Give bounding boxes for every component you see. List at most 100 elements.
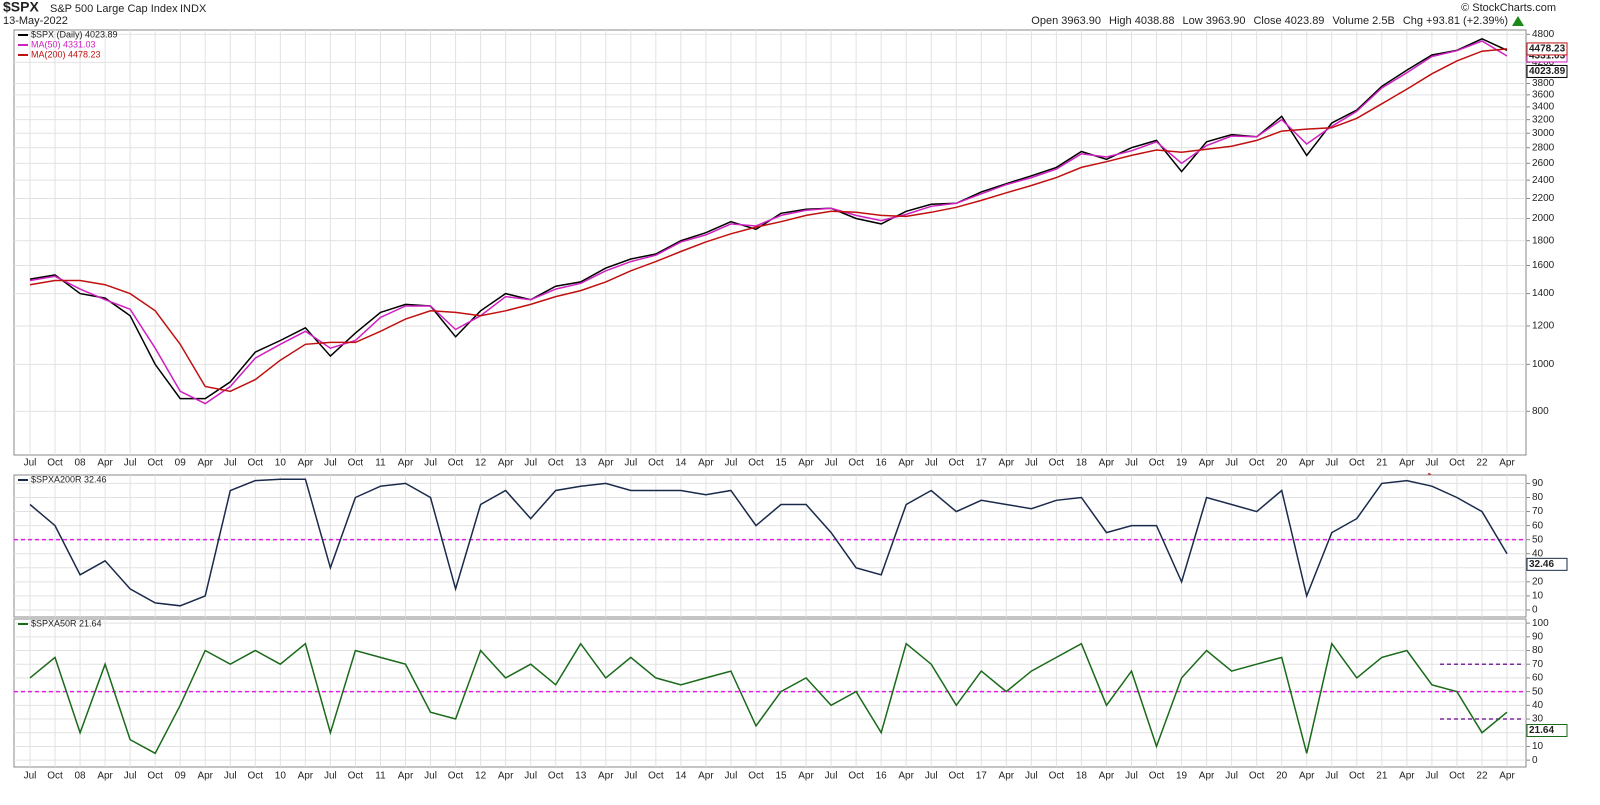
x-tick-label: Oct (348, 458, 364, 469)
x-tick-label: Jul (324, 771, 337, 782)
x-tick-label: Oct (748, 771, 764, 782)
x-tick-label: Jul (825, 771, 838, 782)
credit: © StockCharts.com (1461, 2, 1556, 14)
y-tick-label: 100 (1532, 618, 1549, 629)
x-tick-label: Oct (47, 771, 63, 782)
x-tick-label: 17 (976, 771, 988, 782)
x-tick-label: Jul (1425, 458, 1438, 469)
x-tick-label: 11 (375, 458, 386, 469)
x-tick-label: Jul (1225, 771, 1238, 782)
x-tick-label: Oct (648, 458, 664, 469)
x-tick-label: Jul (24, 458, 37, 469)
last-value-label: 4023.89 (1529, 66, 1566, 77)
x-tick-label: Oct (248, 771, 264, 782)
x-tick-label: 09 (175, 458, 187, 469)
x-tick-label: Apr (898, 771, 914, 782)
plot-area (13, 29, 1527, 456)
x-tick-label: Apr (298, 771, 314, 782)
x-tick-label: Apr (598, 771, 614, 782)
x-tick-label: Oct (1349, 771, 1365, 782)
quote-item: High 4038.88 (1109, 15, 1174, 27)
series-line (29, 641, 1508, 755)
x-tick-label: Oct (147, 771, 163, 782)
x-tick-label: Apr (698, 771, 714, 782)
x-tick-label: Jul (424, 458, 437, 469)
last-value-box (1526, 723, 1568, 737)
y-tick-label: 50 (1532, 686, 1544, 697)
x-tick-label: Oct (448, 458, 464, 469)
y-tick-label: 0 (1532, 605, 1538, 616)
legend-label: $SPXA200R 32.46 (31, 474, 107, 484)
x-tick-label: 20 (1276, 771, 1288, 782)
x-tick-label: Oct (648, 771, 664, 782)
x-tick-label: Oct (1149, 771, 1165, 782)
y-tick-label: 50 (1532, 534, 1544, 545)
x-tick-label: Apr (698, 458, 714, 469)
x-tick-label: Oct (948, 458, 964, 469)
x-tick-label: Oct (147, 458, 163, 469)
x-tick-label: Apr (798, 771, 814, 782)
quote-item: Low 3963.90 (1182, 15, 1245, 27)
x-tick-label: Jul (1125, 458, 1138, 469)
x-tick-label: Apr (1299, 458, 1315, 469)
x-tick-label: Jul (1225, 458, 1238, 469)
legend-label: MA(50) 4331.03 (31, 39, 96, 49)
exchange: INDX (180, 3, 207, 15)
last-value-box (1526, 557, 1568, 571)
x-tick-label: Jul (725, 771, 738, 782)
x-tick-label: Jul (925, 771, 938, 782)
y-tick-label: 90 (1532, 631, 1544, 642)
x-tick-label: Jul (1325, 458, 1338, 469)
y-tick-label: 20 (1532, 576, 1544, 587)
x-tick-label: 12 (475, 458, 487, 469)
last-value-label: 4331.03 (1529, 51, 1566, 62)
x-tick-label: Apr (1099, 458, 1115, 469)
quote: Chg +93.81 (+2.39%) Volume 2.5B Close 4023… (1031, 15, 1508, 27)
x-tick-label: Jul (524, 771, 537, 782)
x-tick-label: 10 (275, 771, 287, 782)
x-tick-label: Apr (197, 771, 213, 782)
x-tick-label: Apr (1099, 771, 1115, 782)
x-tick-label: Apr (398, 458, 414, 469)
quote-item: Volume 2.5B (1332, 15, 1394, 27)
x-tick-label: Apr (1399, 458, 1415, 469)
x-tick-label: 14 (675, 771, 687, 782)
y-tick-label: 1200 (1532, 321, 1555, 332)
last-value-label: 32.46 (1529, 559, 1554, 570)
y-tick-label: 60 (1532, 520, 1544, 531)
x-tick-label: Jul (825, 458, 838, 469)
date: 13-May-2022 (3, 15, 68, 27)
x-tick-label: Oct (348, 771, 364, 782)
x-tick-label: Apr (498, 771, 514, 782)
x-tick-label: Oct (948, 771, 964, 782)
x-tick-label: Oct (1449, 771, 1465, 782)
x-tick-label: Apr (1199, 771, 1215, 782)
x-tick-label: Oct (1049, 458, 1065, 469)
x-tick-label: 14 (675, 458, 687, 469)
x-tick-label: Apr (1499, 458, 1515, 469)
x-tick-label: 21 (1376, 458, 1388, 469)
y-tick-label: 2000 (1532, 213, 1555, 224)
y-tick-label: 70 (1532, 659, 1544, 670)
x-tick-label: 11 (375, 771, 386, 782)
x-tick-label: Jul (725, 458, 738, 469)
x-tick-label: Oct (1249, 771, 1265, 782)
x-tick-label: 17 (976, 458, 988, 469)
x-tick-label: 13 (575, 458, 587, 469)
x-tick-label: Apr (898, 458, 914, 469)
x-tick-label: Oct (1149, 458, 1165, 469)
x-tick-label: Oct (848, 458, 864, 469)
index-name: S&P 500 Large Cap Index (50, 3, 178, 15)
last-value-box (1526, 64, 1568, 78)
x-tick-label: 16 (876, 458, 888, 469)
x-tick-label: Oct (748, 458, 764, 469)
x-tick-label: Apr (598, 458, 614, 469)
x-tick-label: Apr (498, 458, 514, 469)
quote-item: Chg +93.81 (+2.39%) (1403, 15, 1508, 27)
x-tick-label: Jul (925, 458, 938, 469)
y-tick-label: 4200 (1532, 57, 1555, 68)
y-tick-label: 4800 (1532, 29, 1555, 40)
x-tick-label: Jul (124, 771, 137, 782)
x-tick-label: Apr (1399, 771, 1415, 782)
